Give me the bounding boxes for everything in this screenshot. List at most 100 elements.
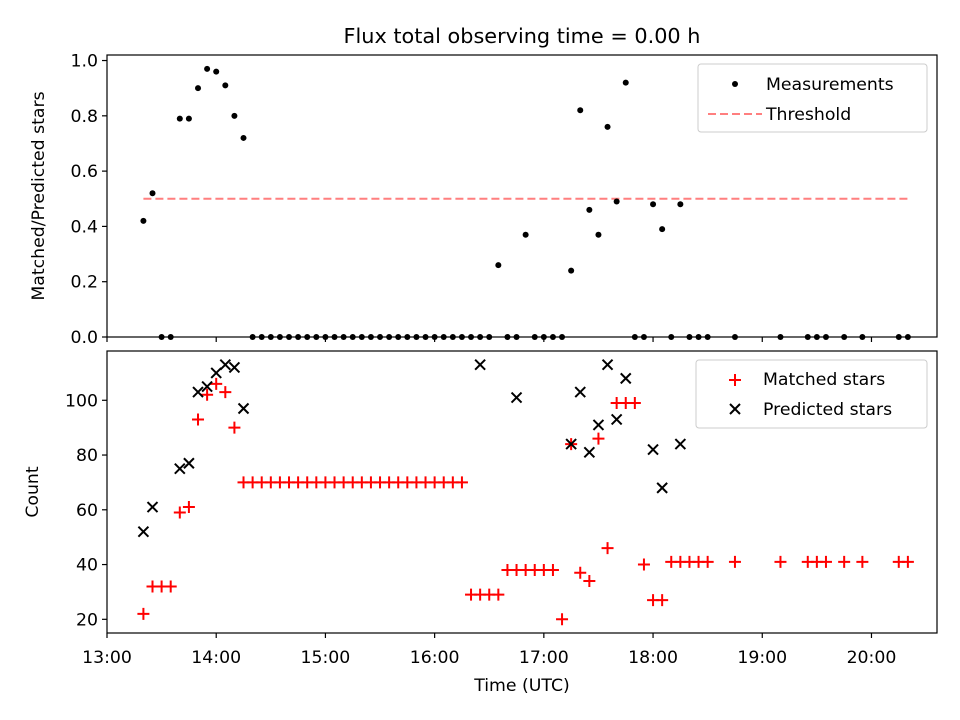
top-y-tick-label: 0.8 xyxy=(71,107,98,127)
measurement-point xyxy=(149,190,156,197)
x-tick-label: 18:00 xyxy=(628,648,678,668)
legend-matched-marker xyxy=(729,374,741,386)
predicted-star-point xyxy=(656,482,668,494)
matched-star-point xyxy=(228,421,241,434)
predicted-star-point xyxy=(192,386,204,398)
predicted-star-point xyxy=(219,358,232,371)
matched-star-point xyxy=(574,566,587,579)
predicted-star-point xyxy=(146,501,159,513)
top-y-tick-label: 0.0 xyxy=(71,328,98,348)
top-axes-frame xyxy=(106,54,938,338)
measurement-point xyxy=(176,115,183,122)
matched-star-point xyxy=(546,564,559,577)
measurement-point xyxy=(586,206,593,213)
predicted-star-point xyxy=(474,358,486,371)
x-tick-label: 17:00 xyxy=(519,648,569,668)
predicted-star-point xyxy=(601,358,614,371)
measurement-point xyxy=(185,115,192,122)
measurement-point xyxy=(222,82,229,89)
x-tick-label: 19:00 xyxy=(737,648,787,668)
predicted-star-point xyxy=(620,372,632,385)
measurement-point xyxy=(204,65,211,72)
predicted-star-point xyxy=(674,438,687,450)
matched-star-point xyxy=(173,506,186,519)
predicted-star-point xyxy=(237,402,250,415)
matched-star-point xyxy=(182,501,195,514)
matched-star-point xyxy=(556,613,569,626)
matched-star-point xyxy=(492,588,505,601)
matched-star-point xyxy=(219,386,232,399)
measurement-point xyxy=(240,134,247,141)
legend-predicted-marker xyxy=(729,403,741,415)
top-y-tick-label: 0.6 xyxy=(71,162,98,182)
bottom-y-tick-label: 60 xyxy=(76,501,98,521)
predicted-star-point xyxy=(201,380,213,393)
matched-star-point xyxy=(774,555,787,568)
bottom-panel: 20 40 60 80 100 13:00 14:00 15:00 16:00 17:00 18:… xyxy=(23,350,938,696)
measurement-point xyxy=(677,201,684,208)
predicted-star-point xyxy=(510,391,523,404)
predicted-star-point xyxy=(183,457,195,469)
measurement-point xyxy=(650,201,657,208)
matched-star-point xyxy=(701,555,714,568)
matched-star-point xyxy=(637,558,650,571)
top-legend: Measurements Threshold xyxy=(697,63,928,133)
legend-predicted-label: Predicted stars xyxy=(763,400,892,420)
matched-star-point xyxy=(819,555,832,568)
top-y-tick-label: 1.0 xyxy=(71,52,98,72)
matched-star-point xyxy=(628,397,641,410)
predicted-star-point xyxy=(610,413,623,426)
top-y-axis-label: Matched/Predicted stars xyxy=(29,91,49,300)
matched-star-point xyxy=(856,555,869,568)
x-tick-label: 15:00 xyxy=(301,648,351,668)
top-y-tick-label: 0.4 xyxy=(71,217,98,237)
matched-star-point xyxy=(210,377,223,390)
predicted-star-point xyxy=(210,367,222,379)
measurement-point xyxy=(213,68,220,75)
bottom-y-axis-label: Count xyxy=(23,466,43,518)
bottom-legend-box xyxy=(695,359,928,429)
measurement-point xyxy=(195,85,202,92)
measurement-point xyxy=(140,217,147,224)
matched-star-point xyxy=(137,607,150,620)
measurement-point xyxy=(622,79,629,86)
top-panel: 0.0 0.2 0.4 0.6 0.8 1.0 Matched/Predicted sta… xyxy=(29,52,938,348)
measurement-point xyxy=(577,107,584,114)
measurement-point xyxy=(231,112,238,119)
matched-star-point xyxy=(201,388,214,401)
bottom-plot-area xyxy=(137,358,914,626)
bottom-y-ticks: 20 40 60 80 100 xyxy=(65,391,107,630)
matched-star-point xyxy=(656,594,669,607)
matched-star-point xyxy=(192,413,205,426)
measurement-point xyxy=(604,123,611,130)
matched-star-point xyxy=(455,476,468,489)
predicted-star-point xyxy=(647,443,659,456)
x-tick-label: 16:00 xyxy=(410,648,460,668)
top-x-ticks xyxy=(106,337,873,342)
matched-star-point xyxy=(728,555,741,568)
x-axis-label: Time (UTC) xyxy=(473,676,570,696)
measurement-point xyxy=(595,231,602,238)
matched-star-point xyxy=(583,574,596,587)
predicted-star-point xyxy=(137,525,150,538)
x-tick-label: 14:00 xyxy=(191,648,241,668)
matched-star-point xyxy=(592,432,605,445)
bottom-axes-frame xyxy=(106,350,938,634)
measurement-point xyxy=(568,267,575,274)
predicted-star-point xyxy=(583,446,596,459)
bottom-y-tick-label: 80 xyxy=(76,446,98,466)
matched-star-point xyxy=(838,555,851,568)
bottom-y-tick-label: 20 xyxy=(76,610,98,630)
x-tick-label: 20:00 xyxy=(847,648,897,668)
top-y-ticks: 0.0 0.2 0.4 0.6 0.8 1.0 xyxy=(71,52,107,348)
matched-star-point xyxy=(601,542,614,555)
legend-matched-label: Matched stars xyxy=(763,370,885,390)
bottom-x-ticks: 13:00 14:00 15:00 16:00 17:00 18:00 19:00 20:00 xyxy=(82,633,896,668)
measurement-point xyxy=(659,226,666,233)
predicted-star-point xyxy=(592,419,605,431)
x-tick-label: 13:00 xyxy=(82,648,132,668)
measurement-point xyxy=(613,198,620,205)
predicted-star-point xyxy=(174,463,186,475)
bottom-legend: Matched stars Predicted stars xyxy=(695,359,928,429)
